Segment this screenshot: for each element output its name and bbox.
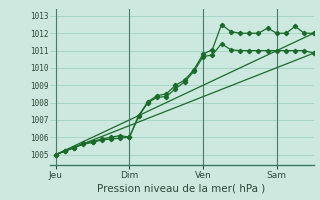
X-axis label: Pression niveau de la mer( hPa ): Pression niveau de la mer( hPa ) bbox=[98, 184, 266, 194]
